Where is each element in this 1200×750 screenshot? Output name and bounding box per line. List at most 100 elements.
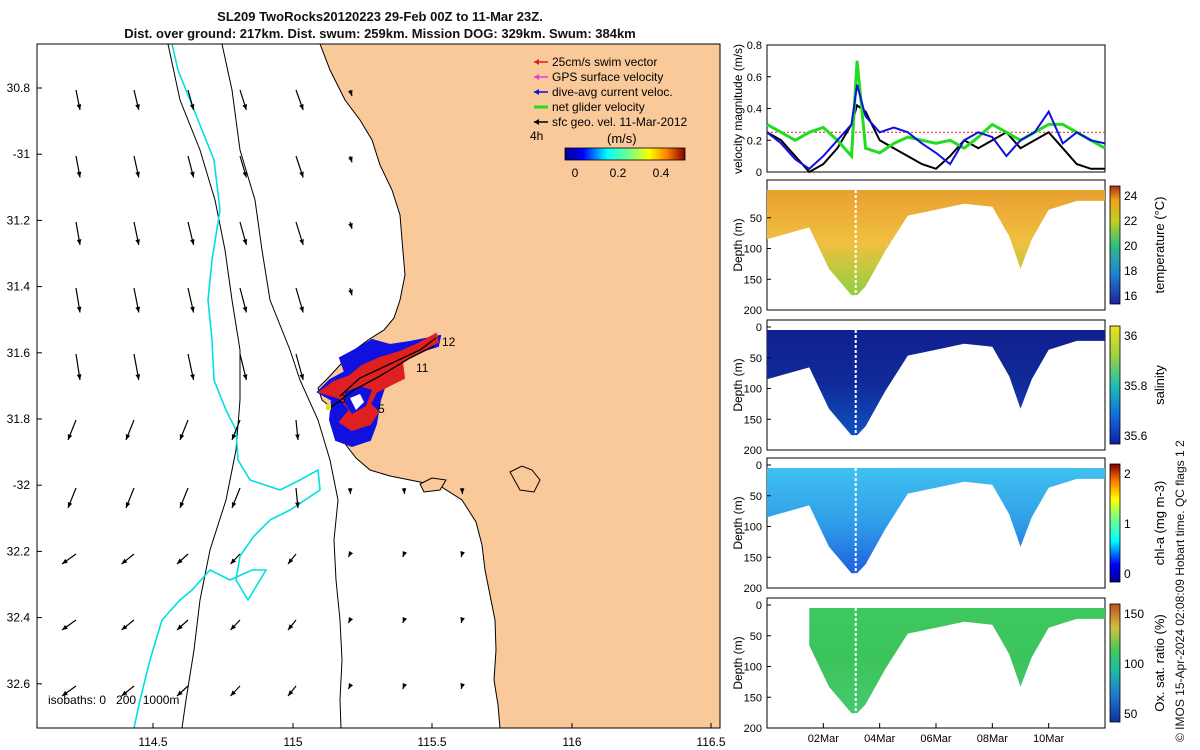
time-tick-label: 06Mar [920, 733, 952, 745]
salinity-depth-tick: 0 [756, 322, 762, 334]
current-vector-head [348, 222, 353, 229]
current-vector-head [348, 683, 354, 689]
temperature-depth-tick: 100 [744, 244, 762, 256]
isobath-200 [133, 44, 321, 728]
velocity-line [766, 103, 1105, 174]
current-vector-head [62, 624, 68, 630]
time-tick-label: 08Mar [977, 733, 1009, 745]
salinity-cbar-tick: 36 [1124, 329, 1138, 343]
map-x-tick-label: 116 [562, 735, 581, 749]
current-vector-head [177, 624, 183, 630]
figure-title: SL209 TwoRocks20120223 29-Feb 00Z to 11-… [40, 8, 720, 42]
current-vector-head [295, 434, 300, 440]
current-vector-head [76, 239, 82, 245]
current-vector-head [190, 306, 195, 313]
temperature-depth-tick: 150 [744, 274, 762, 286]
map-x-tick-label: 114.5 [138, 735, 167, 749]
chla-colorbar [1109, 463, 1121, 583]
map-x-tick-label: 116.5 [696, 735, 725, 749]
current-vector-head [242, 104, 247, 110]
salinity-depth-tick: 150 [744, 414, 762, 426]
temperature-cbar-tick: 24 [1124, 189, 1138, 203]
track-label-11: 11 [416, 361, 429, 375]
velocity-line [766, 60, 1106, 160]
map-y-axis: 30.8 -31 31.2 31.4 31.6 31.8 -32 32.2 32.4 32.6 [7, 81, 42, 691]
track-white-hole [350, 394, 364, 410]
oxygen-cbar-label: Ox. sat. ratio (%) [1152, 614, 1167, 712]
chla-depth-tick: 150 [744, 552, 762, 564]
oxygen-cbar-tick: 150 [1124, 607, 1144, 621]
track-label-3: 3 [339, 392, 346, 406]
current-vector-head [121, 558, 128, 564]
velocity-ylabel: velocity magnitude (m/s) [731, 44, 745, 174]
velocity-series [766, 60, 1106, 174]
oxygen-depth-tick: 200 [744, 723, 762, 735]
temperature-section [767, 190, 1105, 296]
current-vector-head [177, 690, 183, 696]
current-vector-head [190, 374, 195, 380]
current-vector-head [401, 488, 407, 494]
current-vector-head [177, 558, 183, 564]
chla-depth-tick: 50 [750, 491, 762, 503]
legend-net-glider: net glider velocity [534, 100, 645, 114]
current-vector-head [347, 488, 353, 494]
current-vector-head [67, 434, 73, 440]
current-vector-head [299, 104, 304, 110]
map-y-tick-label: 31.4 [7, 280, 31, 294]
velocity-y-tick: 0.8 [747, 40, 762, 52]
legend-swim-vector: 25cm/s swim vector [534, 55, 657, 69]
credit-note: © IMOS 15-Apr-2024 02:08:09 Hobart time.… [1173, 440, 1187, 742]
chla-depth-tick: 200 [744, 583, 762, 595]
velocity-y-tick: 0 [756, 167, 762, 179]
temperature-panel: Depth (m) 50 100 150 200 16 18 20 22 24 temperatur… [731, 179, 1167, 317]
salinity-panel: Depth (m) 0 50 100 150 200 35.6 35.8 36 salinity [731, 319, 1167, 457]
oxygen-panel: Depth (m) 0 50 100 150 200 50 100 150 Ox. sat. ra… [731, 597, 1167, 735]
current-vector-head [460, 683, 465, 689]
current-vector-head [459, 488, 465, 494]
velocity-y-tick: 0.4 [747, 104, 762, 116]
current-vector-head [189, 171, 195, 178]
colorbar-left-label: 4h [530, 129, 543, 143]
map-legend: 25cm/s swim vector GPS surface velocity … [530, 55, 688, 180]
legend-label-swim: 25cm/s swim vector [552, 55, 657, 69]
map-x-axis: 114.5 115 115.5 116 116.5 [138, 723, 726, 749]
map-y-tick-label: 31.6 [7, 346, 31, 360]
current-vector-head [299, 306, 304, 313]
current-vector-head [76, 374, 82, 380]
temperature-colorbar [1109, 185, 1121, 305]
track-yellow-marker [326, 404, 331, 410]
current-vector-head [135, 171, 140, 178]
velocity-y-axis: 0 0.2 0.4 0.6 0.8 [747, 40, 771, 179]
chla-depth-tick: 0 [756, 460, 762, 472]
current-vector-head [135, 306, 141, 313]
salinity-cbar-tick: 35.6 [1124, 429, 1148, 443]
salinity-depth-label: Depth (m) [731, 358, 745, 411]
current-vector-head [242, 171, 248, 178]
salinity-cbar-label: salinity [1152, 365, 1167, 405]
current-vector-head [299, 374, 304, 380]
current-vector-head [348, 90, 353, 96]
chla-depth-label: Depth (m) [731, 496, 745, 549]
current-vector-head [189, 104, 195, 110]
glider-track [316, 332, 442, 448]
map-y-tick-label: 31.2 [7, 213, 31, 227]
current-vector-head [299, 239, 304, 245]
current-vector-head [125, 502, 131, 508]
colorbar-tick-0: 0 [572, 166, 579, 180]
temperature-depth-label: Depth (m) [731, 218, 745, 271]
current-vector-head [135, 239, 140, 245]
oxygen-depth-tick: 50 [750, 631, 762, 643]
temperature-cbar-tick: 16 [1124, 289, 1138, 303]
current-vector-head [348, 617, 354, 623]
time-tick-label: 10Mar [1033, 733, 1065, 745]
track-black-path [329, 337, 437, 409]
temperature-cbar-label: temperature (°C) [1152, 197, 1167, 294]
current-vectors [61, 89, 465, 697]
map-y-tick-label: 32.6 [7, 677, 31, 691]
legend-label-net: net glider velocity [552, 100, 645, 114]
oxygen-depth-label: Depth (m) [731, 636, 745, 689]
current-vector-head [230, 690, 237, 696]
current-vector-head [125, 434, 131, 440]
oxygen-depth-tick: 100 [744, 662, 762, 674]
map-x-tick-label: 115.5 [417, 735, 446, 749]
